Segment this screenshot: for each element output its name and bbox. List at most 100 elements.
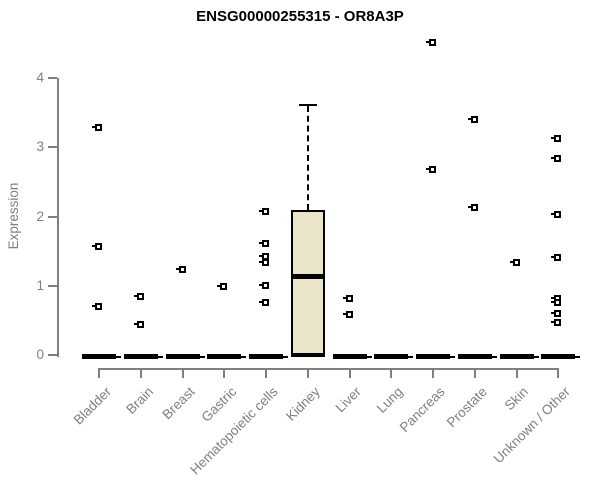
x-tick bbox=[515, 367, 518, 378]
y-tick-label: 3 bbox=[36, 139, 44, 155]
zero-bar-nub bbox=[199, 356, 205, 358]
zero-bar-nub bbox=[575, 356, 581, 358]
outlier-point bbox=[554, 135, 562, 143]
outlier-point-dash bbox=[551, 297, 555, 300]
x-tick-label-text: Unknown / Other bbox=[490, 384, 573, 467]
outlier-point-dash bbox=[551, 300, 555, 303]
outlier-point-dash bbox=[92, 244, 96, 247]
outlier-point bbox=[554, 318, 562, 326]
outlier-point-dash bbox=[259, 241, 263, 244]
chart-title: ENSG00000255315 - OR8A3P bbox=[196, 8, 404, 25]
zero-bar-nub bbox=[491, 356, 497, 358]
zero-bar bbox=[82, 354, 117, 359]
zero-bar-nub bbox=[408, 356, 414, 358]
median-line bbox=[290, 273, 325, 279]
whisker-line bbox=[306, 106, 309, 210]
outlier-point bbox=[554, 211, 562, 219]
outlier-point bbox=[95, 242, 103, 250]
zero-bar bbox=[541, 354, 576, 359]
outlier-point-dash bbox=[259, 254, 263, 257]
x-tick-label-text: Breast bbox=[159, 384, 198, 423]
box bbox=[290, 209, 325, 357]
y-tick bbox=[48, 77, 57, 79]
y-tick bbox=[48, 354, 57, 356]
outlier-point-dash bbox=[551, 320, 555, 323]
zero-bar-nub bbox=[533, 356, 539, 358]
zero-bar bbox=[249, 354, 284, 359]
outlier-point bbox=[554, 298, 562, 306]
outlier-point-dash bbox=[467, 206, 471, 209]
outlier-point-dash bbox=[426, 168, 430, 171]
x-tick bbox=[98, 367, 101, 378]
outlier-point bbox=[137, 320, 145, 328]
x-tick bbox=[223, 367, 226, 378]
x-tick-label-text: Brain bbox=[122, 384, 156, 417]
outlier-point bbox=[262, 207, 270, 215]
x-tick-label-text: Pancreas bbox=[396, 384, 448, 435]
outlier-point bbox=[470, 204, 478, 212]
outlier-point-dash bbox=[551, 213, 555, 216]
outlier-point-dash bbox=[92, 304, 96, 307]
zero-bar bbox=[207, 354, 242, 359]
x-tick-label-text: Kidney bbox=[282, 384, 323, 424]
zero-bar-nub bbox=[450, 356, 456, 358]
outlier-point bbox=[262, 282, 270, 290]
outlier-point-dash bbox=[467, 117, 471, 120]
outlier-point bbox=[512, 258, 520, 266]
outlier-point-dash bbox=[259, 301, 263, 304]
outlier-point-dash bbox=[259, 261, 263, 264]
x-tick bbox=[140, 367, 143, 378]
outlier-point bbox=[429, 38, 437, 46]
outlier-point-dash bbox=[259, 284, 263, 287]
outlier-point bbox=[95, 302, 103, 310]
outlier-point bbox=[262, 299, 270, 307]
outlier-point-dash bbox=[551, 256, 555, 259]
outlier-point-dash bbox=[92, 126, 96, 129]
x-tick bbox=[557, 367, 560, 378]
y-axis-line bbox=[57, 78, 59, 357]
outlier-point bbox=[470, 115, 478, 123]
zero-bar-nub bbox=[116, 356, 122, 358]
outlier-point-dash bbox=[509, 260, 513, 263]
x-tick-label-text: Prostate bbox=[443, 384, 490, 431]
x-tick-label-text: Gastric bbox=[198, 384, 240, 425]
x-tick bbox=[348, 367, 351, 378]
x-tick bbox=[390, 367, 393, 378]
zero-bar bbox=[499, 354, 534, 359]
y-tick bbox=[48, 284, 57, 287]
outlier-point bbox=[178, 266, 186, 274]
outlier-point-dash bbox=[426, 40, 430, 43]
outlier-point bbox=[554, 309, 562, 317]
zero-bar bbox=[124, 354, 159, 359]
y-tick-label: 0 bbox=[36, 347, 44, 362]
outlier-point bbox=[345, 294, 353, 302]
outlier-point-dash bbox=[551, 157, 555, 160]
outlier-point bbox=[95, 124, 103, 132]
x-tick bbox=[306, 367, 309, 378]
y-tick bbox=[48, 215, 57, 218]
x-tick bbox=[265, 367, 268, 378]
y-tick bbox=[48, 146, 57, 149]
y-tick-label: 2 bbox=[36, 208, 44, 224]
x-tick bbox=[181, 367, 184, 378]
outlier-point bbox=[345, 311, 353, 319]
outlier-point bbox=[220, 282, 228, 290]
outlier-point bbox=[262, 252, 270, 260]
y-tick-label: 4 bbox=[36, 70, 44, 85]
outlier-point-dash bbox=[259, 209, 263, 212]
zero-bar bbox=[332, 354, 367, 359]
x-tick bbox=[432, 367, 435, 378]
outlier-point bbox=[429, 166, 437, 174]
zero-bar-nub bbox=[366, 356, 372, 358]
outlier-point-dash bbox=[217, 284, 221, 287]
outlier-point bbox=[554, 254, 562, 262]
x-tick bbox=[473, 367, 476, 378]
outlier-point bbox=[137, 293, 145, 301]
outlier-point-dash bbox=[134, 322, 138, 325]
outlier-point bbox=[554, 155, 562, 163]
zero-bar-nub bbox=[283, 356, 289, 358]
x-tick-label-text: Lung bbox=[374, 384, 406, 416]
whisker-cap bbox=[298, 104, 317, 106]
